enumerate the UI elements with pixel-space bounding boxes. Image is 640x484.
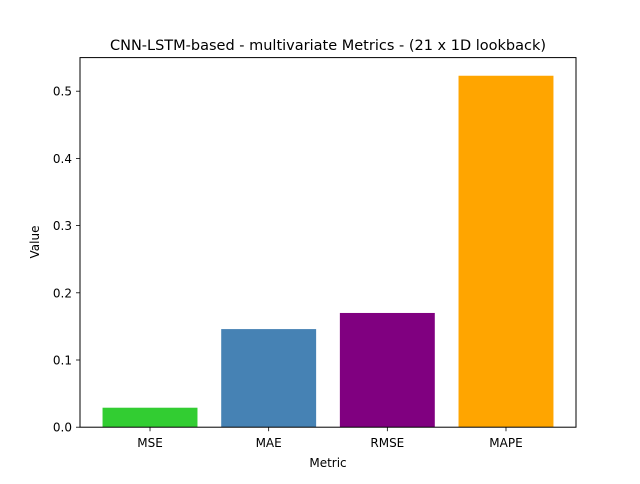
bar-rmse bbox=[339, 312, 435, 428]
y-tick-label: 0.5 bbox=[53, 85, 72, 99]
x-tick-label: MAPE bbox=[489, 436, 522, 450]
x-tick-label: MAE bbox=[256, 436, 282, 450]
x-tick-label: MSE bbox=[137, 436, 163, 450]
bar-mape bbox=[458, 75, 554, 428]
y-tick-label: 0.0 bbox=[53, 421, 72, 435]
y-tick-label: 0.1 bbox=[53, 354, 72, 368]
x-tick-label: RMSE bbox=[370, 436, 404, 450]
bars-layer bbox=[102, 75, 554, 428]
y-tick-label: 0.4 bbox=[53, 152, 72, 166]
plot-frame bbox=[79, 57, 577, 428]
x-axis-ticks: MSE MAE RMSE MAPE bbox=[137, 427, 523, 450]
bar-mae bbox=[221, 329, 317, 428]
y-tick-label: 0.3 bbox=[53, 219, 72, 233]
chart-title: CNN-LSTM-based - multivariate Metrics - … bbox=[110, 38, 546, 54]
y-tick-label: 0.2 bbox=[53, 286, 72, 300]
y-axis-label: Value bbox=[28, 226, 42, 259]
y-axis-ticks: 0.0 0.1 0.2 0.3 0.4 0.5 bbox=[53, 85, 80, 435]
bar-mse bbox=[102, 407, 198, 428]
x-axis-label: Metric bbox=[309, 456, 346, 470]
